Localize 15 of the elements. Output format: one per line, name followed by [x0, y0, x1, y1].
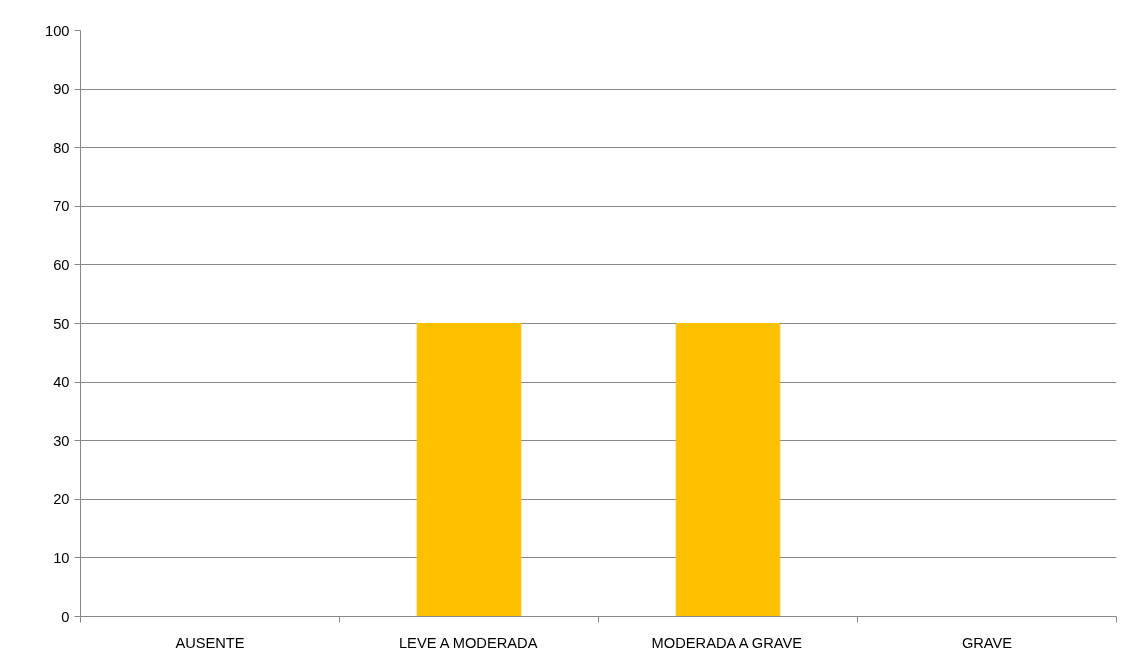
y-tick-label: 0 [61, 608, 70, 625]
y-tick-label: 60 [53, 256, 70, 273]
y-tick-label: 90 [53, 81, 70, 98]
y-tick-label: 10 [53, 549, 70, 566]
y-tick-label: 100 [45, 22, 70, 39]
x-tick-label: GRAVE [961, 634, 1013, 651]
y-tick-label: 70 [53, 198, 70, 215]
x-tick-label: AUSENTE [175, 634, 245, 651]
x-tick-label: LEVE A MODERADA [398, 634, 538, 651]
y-tick-label: 40 [53, 374, 70, 391]
y-tick-label: 30 [53, 432, 70, 449]
y-tick-label: 50 [53, 315, 70, 332]
y-tick-label: 80 [53, 139, 70, 156]
y-tick-label: 20 [53, 491, 70, 508]
x-tick-label: MODERADA A GRAVE [651, 634, 803, 651]
